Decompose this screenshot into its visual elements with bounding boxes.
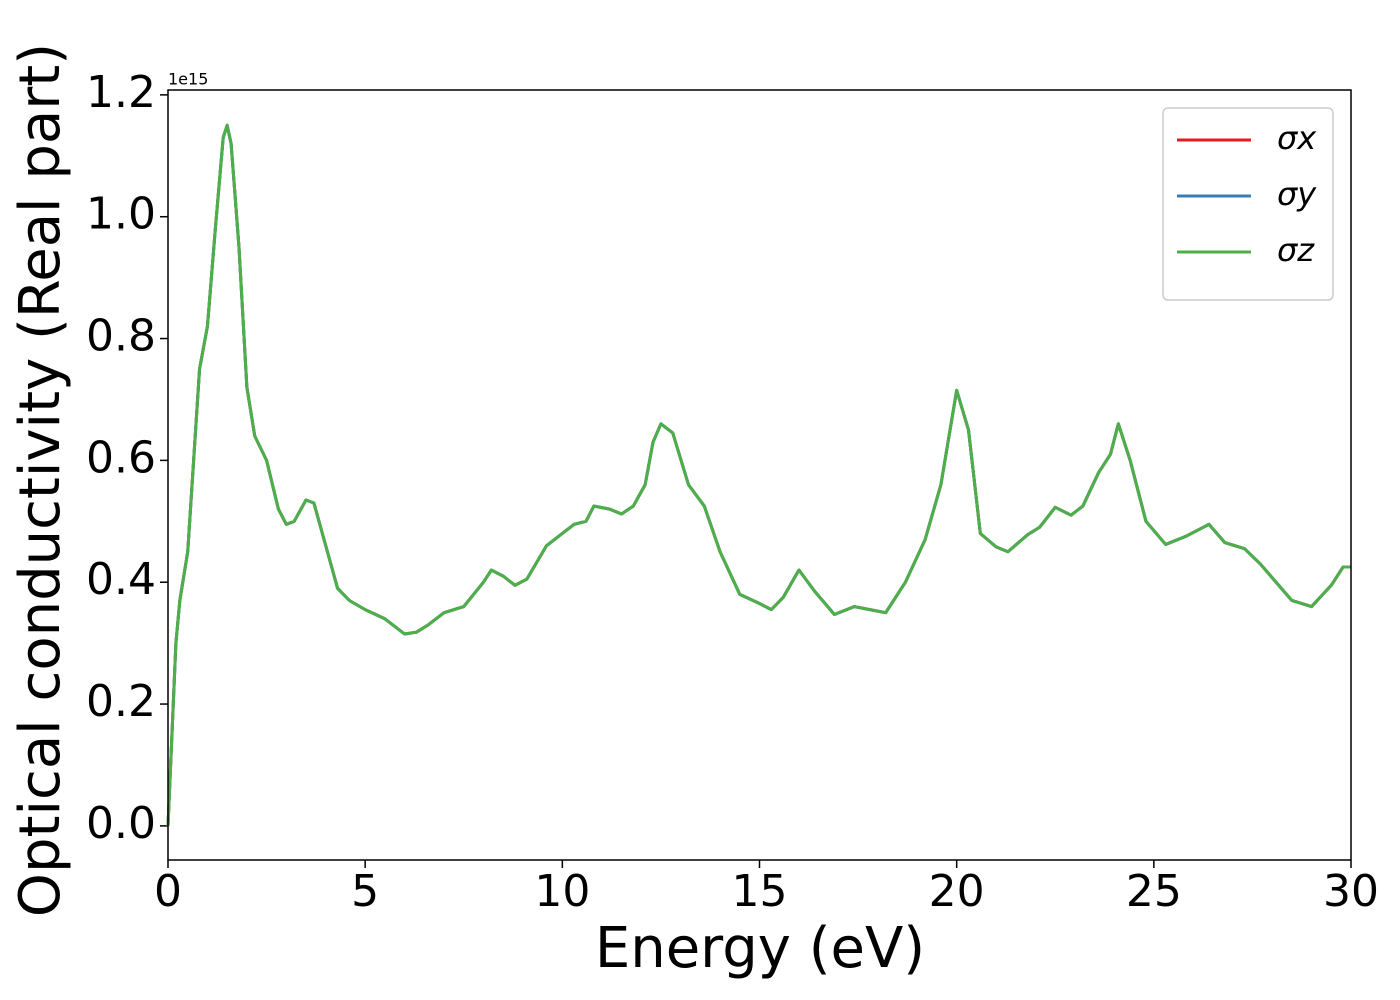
series-line	[166, 123, 1351, 826]
x-tick-label: 0	[154, 866, 182, 917]
legend-label: σy	[1277, 175, 1317, 213]
x-tick-label: 30	[1323, 866, 1379, 917]
y-tick-label: 1.2	[86, 67, 156, 118]
x-tick-label: 15	[732, 866, 788, 917]
y-tick-label: 0.8	[86, 311, 156, 362]
y-tick-label: 0.0	[86, 798, 156, 849]
x-tick-label: 10	[534, 866, 590, 917]
y-axis-label: Optical conductivity (Real part)	[8, 43, 73, 917]
legend-label: σx	[1277, 119, 1317, 157]
x-tick-label: 25	[1126, 866, 1182, 917]
y-tick-label: 0.4	[86, 554, 156, 605]
x-tick-label: 20	[929, 866, 985, 917]
legend-label: σz	[1277, 231, 1315, 269]
y-tick-label: 1.0	[86, 189, 156, 240]
x-tick-label: 5	[351, 866, 379, 917]
y-tick-label: 0.2	[86, 676, 156, 727]
offset-text: 1e15	[168, 70, 208, 89]
y-tick-label: 0.6	[86, 432, 156, 483]
plot-frame	[167, 89, 1352, 861]
x-axis-label: Energy (eV)	[595, 916, 925, 981]
